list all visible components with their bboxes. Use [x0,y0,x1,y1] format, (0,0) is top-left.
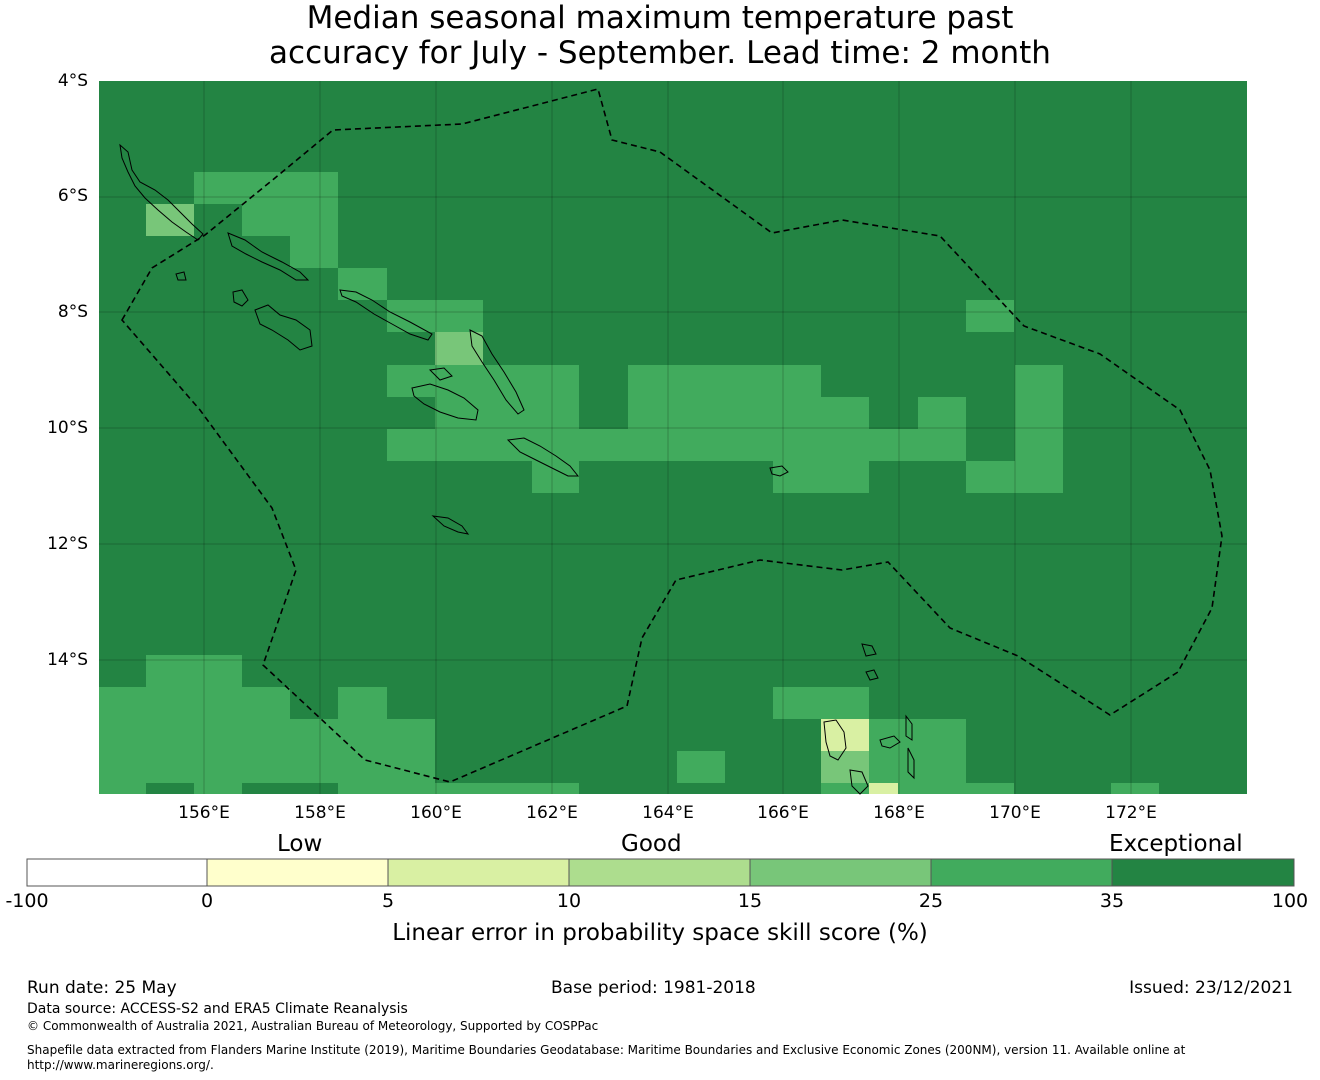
legend-category-good: Good [621,831,682,857]
colorbar-tick-35: 35 [1099,890,1125,912]
graticule [99,81,1247,794]
colorbar-bin-0-5 [206,858,389,887]
legend-category-low: Low [277,831,323,857]
copyright-notice: © Commonwealth of Australia 2021, Austra… [27,1019,599,1033]
colorbar-label: Linear error in probability space skill … [392,920,928,946]
lat-label-8s: 8°S [57,302,88,322]
coastlines [119,143,915,795]
lon-label-156e: 156°E [178,803,230,823]
skill-cells-25-35 [99,172,1159,794]
lat-label-14s: 14°S [47,650,88,670]
espiritu-santo-island [823,719,847,761]
lat-label-6s: 6°S [57,186,88,206]
bougainville-island [119,143,204,241]
lon-label-164e: 164°E [642,803,694,823]
lon-label-172e: 172°E [1105,803,1157,823]
lat-label-12s: 12°S [47,534,88,554]
colorbar-bin-neg100-0 [26,858,208,887]
colorbar [26,858,1295,887]
banks-islands [865,669,879,681]
shortland-island [175,271,187,281]
colorbar-tick-neg100: -100 [5,890,49,912]
colorbar-bin-35-100 [1111,858,1295,887]
map-title-line-2: accuracy for July - September. Lead time… [269,35,1051,71]
shapefile-credit-line-2: http://www.marineregions.org/. [27,1058,214,1072]
map-title-line-1: Median seasonal maximum temperature past [306,0,1014,36]
skill-cells-5-10 [821,719,898,794]
torres-islands [861,643,877,657]
solomon-islands-eez [121,88,1223,783]
colorbar-tick-100: 100 [1271,890,1309,912]
lat-label-4s: 4°S [57,71,88,91]
run-date: Run date: 25 May [27,978,177,998]
santa-isabel-island [339,289,433,341]
pentecost-island [907,747,915,780]
colorbar-tick-10: 10 [556,890,582,912]
issued-date: Issued: 23/12/2021 [1129,978,1293,998]
santa-cruz-island [769,465,789,477]
colorbar-bin-10-15 [568,858,751,887]
ambae-island [879,735,901,749]
data-source: Data source: ACCESS-S2 and ERA5 Climate … [27,1001,408,1017]
colorbar-tick-5: 5 [381,890,395,912]
malakula-island [849,769,869,795]
rennell-island [431,515,470,535]
guadalcanal-island [411,383,479,421]
colorbar-bin-5-10 [387,858,570,887]
lat-label-10s: 10°S [47,418,88,438]
florida-islands [428,367,453,381]
lon-label-158e: 158°E [294,803,346,823]
lon-label-162e: 162°E [526,803,578,823]
choiseul-island [227,232,310,281]
colorbar-bin-15-25 [749,858,932,887]
malaita-island [469,329,525,415]
shapefile-credit-line-1: Shapefile data extracted from Flanders M… [27,1043,1186,1057]
makira-island [506,437,580,477]
lon-label-170e: 170°E [989,803,1041,823]
maewo-island [905,714,913,741]
vella-lavella-island [232,289,249,307]
colorbar-tick-15: 15 [737,890,763,912]
lon-label-168e: 168°E [873,803,925,823]
base-period: Base period: 1981-2018 [551,978,756,998]
eez-boundaries [121,88,1223,783]
lon-label-160e: 160°E [410,803,462,823]
legend-category-exceptional: Exceptional [1109,831,1243,857]
colorbar-tick-0: 0 [200,890,214,912]
colorbar-bin-25-35 [930,858,1113,887]
colorbar-tick-25: 25 [918,890,944,912]
new-georgia-island [254,304,313,351]
skill-cells-15-25-upper [821,751,869,783]
lon-label-166e: 166°E [757,803,809,823]
